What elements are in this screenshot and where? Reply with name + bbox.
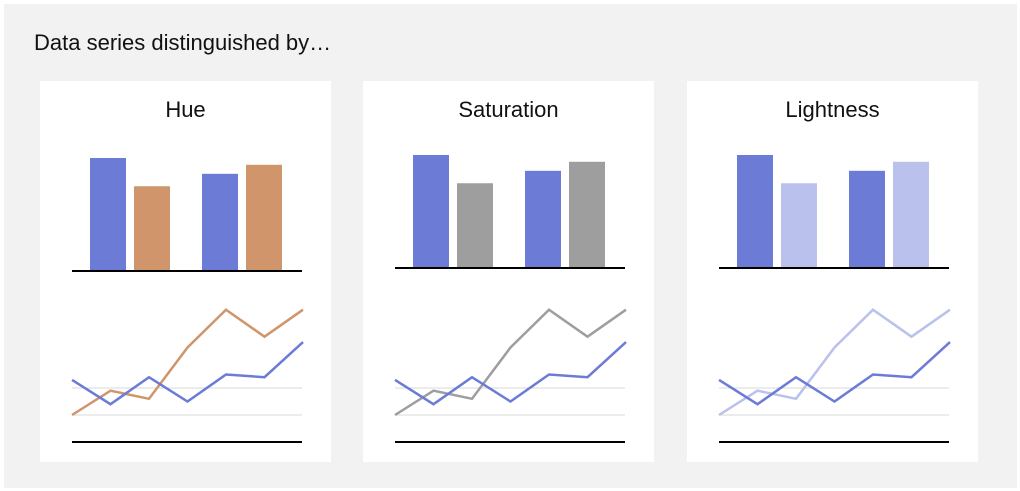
bar xyxy=(525,170,561,268)
bar xyxy=(781,183,817,268)
bar xyxy=(893,161,929,268)
panel-title: Saturation xyxy=(458,97,559,122)
panel-saturation: Saturation xyxy=(363,81,654,462)
series-line xyxy=(718,308,951,417)
series-line xyxy=(718,341,951,406)
panel-lightness: Lightness xyxy=(687,81,978,462)
panel-title: Hue xyxy=(165,97,206,122)
panel-hue: Hue xyxy=(40,81,331,462)
bar xyxy=(737,155,773,268)
panel-charts xyxy=(718,155,951,443)
bar xyxy=(849,170,885,268)
bar xyxy=(246,164,282,271)
bar xyxy=(202,173,238,271)
panel-title: Lightness xyxy=(785,97,880,122)
bar xyxy=(90,158,126,271)
bar xyxy=(413,155,449,268)
series-line xyxy=(394,308,627,417)
figure-heading: Data series distinguished by… xyxy=(34,30,332,55)
panel-charts xyxy=(71,158,304,443)
series-line xyxy=(71,341,304,406)
bar xyxy=(134,186,170,271)
bar xyxy=(569,161,605,268)
figure-frame: Data series distinguished by… Hue Satura… xyxy=(4,4,1017,488)
series-line xyxy=(394,341,627,406)
panel-charts xyxy=(394,155,627,443)
series-line xyxy=(71,308,304,417)
bar xyxy=(457,183,493,268)
